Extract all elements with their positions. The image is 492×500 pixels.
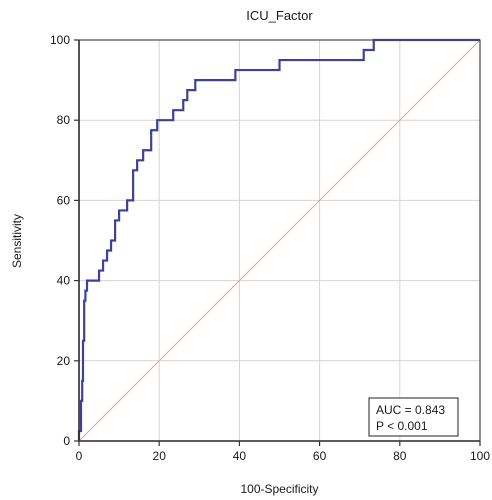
p-value-label: P < 0.001 [376, 419, 428, 433]
x-tick-label: 20 [153, 449, 167, 463]
reference-diagonal-line [78, 39, 481, 442]
auc-annotation-box [368, 397, 459, 437]
y-tick-label: 100 [50, 33, 70, 47]
y-tick-label: 60 [57, 193, 71, 207]
x-tick-label: 60 [313, 449, 327, 463]
y-tick-label: 80 [57, 113, 71, 127]
series-group [77, 38, 481, 442]
roc-curve-line [77, 38, 480, 441]
x-tick-label: 100 [470, 449, 490, 463]
x-tick-label: 40 [233, 449, 247, 463]
y-tick-label: 0 [63, 434, 70, 448]
y-axis-label: Sensitivity [10, 214, 24, 268]
chart-title: ICU_Factor [246, 8, 313, 23]
auc-annotation: AUC = 0.843 P < 0.001 [368, 397, 459, 437]
y-tick-label: 20 [57, 354, 71, 368]
x-tick-label: 80 [393, 449, 407, 463]
x-tick-group: 0 20 40 60 80 100 [76, 441, 490, 463]
y-tick-label: 40 [57, 274, 71, 288]
auc-label: AUC = 0.843 [376, 403, 445, 417]
x-axis-label: 100-Specificity [240, 482, 318, 496]
x-tick-label: 0 [76, 449, 83, 463]
y-tick-group: 0 20 40 60 80 100 [50, 33, 79, 448]
